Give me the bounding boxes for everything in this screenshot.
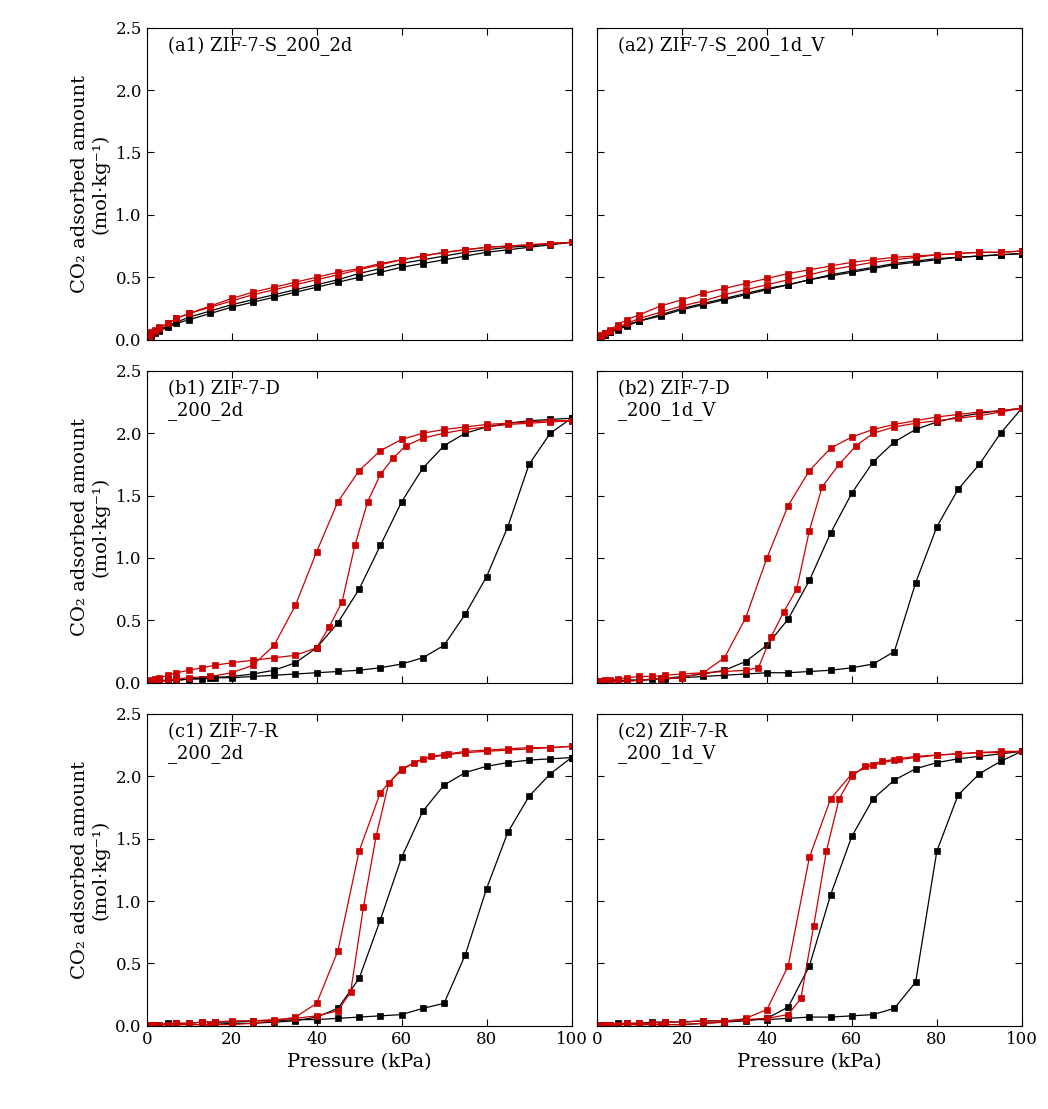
- Text: (c1) ZIF-7-R
_200_2d: (c1) ZIF-7-R _200_2d: [168, 723, 278, 763]
- Text: (c2) ZIF-7-R
_200_1d_V: (c2) ZIF-7-R _200_1d_V: [618, 723, 727, 763]
- Text: (a1) ZIF-7-S_200_2d: (a1) ZIF-7-S_200_2d: [168, 37, 352, 57]
- Text: (b1) ZIF-7-D
_200_2d: (b1) ZIF-7-D _200_2d: [168, 380, 280, 420]
- X-axis label: Pressure (kPa): Pressure (kPa): [737, 1054, 881, 1071]
- Y-axis label: CO₂ adsorbed amount
(mol·kg⁻¹): CO₂ adsorbed amount (mol·kg⁻¹): [70, 74, 110, 293]
- Text: (b2) ZIF-7-D
_200_1d_V: (b2) ZIF-7-D _200_1d_V: [618, 380, 730, 420]
- Text: (a2) ZIF-7-S_200_1d_V: (a2) ZIF-7-S_200_1d_V: [618, 37, 825, 57]
- Y-axis label: CO₂ adsorbed amount
(mol·kg⁻¹): CO₂ adsorbed amount (mol·kg⁻¹): [70, 418, 110, 635]
- Y-axis label: CO₂ adsorbed amount
(mol·kg⁻¹): CO₂ adsorbed amount (mol·kg⁻¹): [70, 761, 110, 979]
- X-axis label: Pressure (kPa): Pressure (kPa): [287, 1054, 432, 1071]
